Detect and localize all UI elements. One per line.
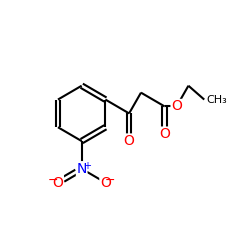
Text: O: O xyxy=(124,134,134,148)
Text: O: O xyxy=(52,176,64,190)
Text: CH₃: CH₃ xyxy=(206,94,227,104)
Text: N: N xyxy=(76,162,87,176)
Text: −: − xyxy=(105,174,116,186)
Text: O: O xyxy=(100,176,111,190)
Text: O: O xyxy=(159,127,170,141)
Text: +: + xyxy=(83,161,91,171)
Text: O: O xyxy=(171,100,182,114)
Text: −: − xyxy=(48,174,58,186)
